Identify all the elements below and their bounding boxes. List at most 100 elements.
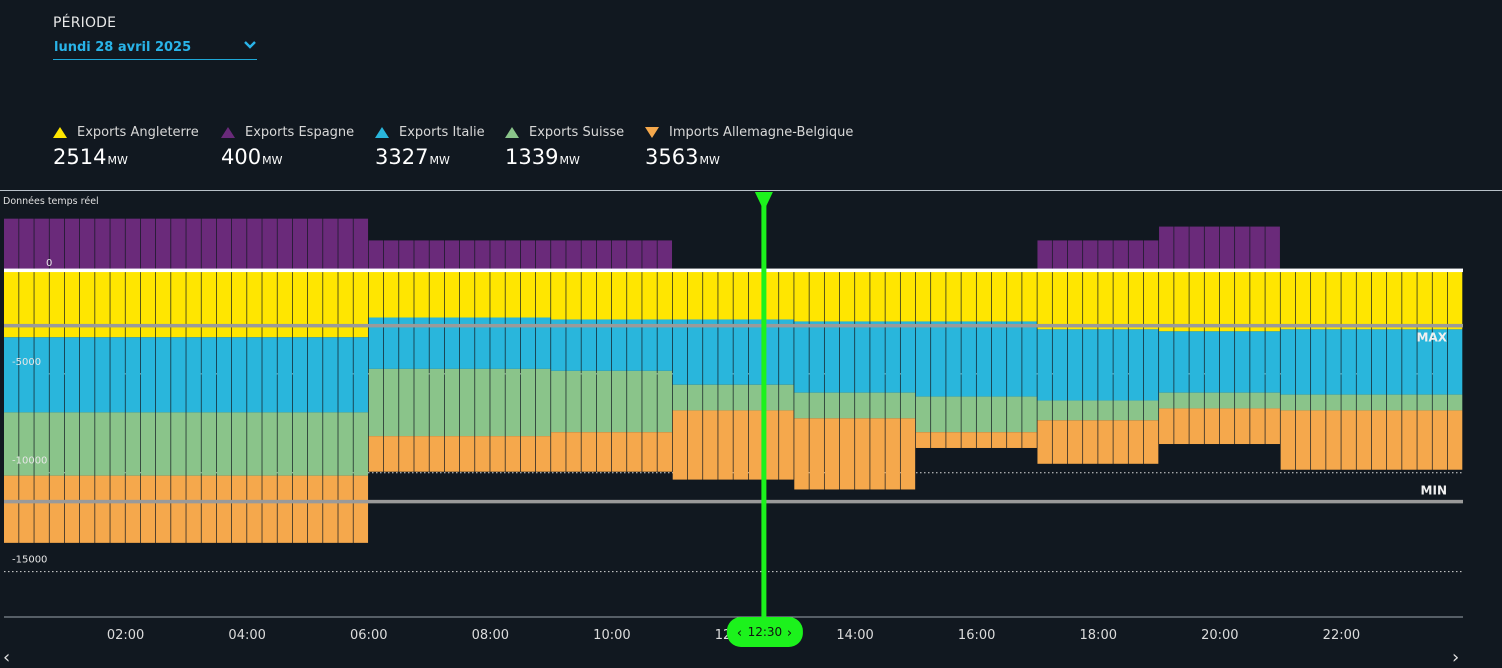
bar-angleterre — [551, 270, 566, 320]
bar-italie — [1417, 329, 1432, 395]
bar-import — [1052, 420, 1068, 464]
bar-italie — [125, 337, 141, 413]
next-arrow-icon[interactable]: › — [1452, 647, 1460, 668]
bar-italie — [383, 317, 399, 369]
y-tick-label: 0 — [46, 258, 52, 269]
bar-import — [1326, 410, 1341, 470]
bar-espagne — [1250, 226, 1265, 271]
reference-line — [4, 268, 1463, 273]
reference-label: MIN — [1421, 483, 1447, 497]
bar-suisse — [110, 412, 125, 476]
bar-italie — [414, 317, 429, 369]
bar-italie — [1037, 329, 1052, 401]
bar-angleterre — [611, 270, 627, 320]
bar-suisse — [338, 412, 353, 476]
bar-angleterre — [34, 270, 49, 338]
bar-import — [1356, 410, 1372, 470]
bar-import — [566, 432, 581, 472]
bar-import — [1447, 410, 1463, 470]
bar-espagne — [19, 218, 34, 271]
chevron-down-icon[interactable] — [243, 39, 257, 51]
bar-italie — [1219, 331, 1235, 393]
bar-suisse — [216, 412, 232, 476]
chevron-left-icon: ‹ — [737, 626, 742, 641]
bar-italie — [1052, 329, 1068, 401]
bar-espagne — [1052, 240, 1068, 271]
bar-angleterre — [414, 270, 429, 318]
bar-suisse — [657, 370, 673, 433]
bar-italie — [247, 337, 262, 413]
chevron-right-icon: › — [787, 626, 792, 641]
bar-italie — [809, 321, 824, 393]
bar-suisse — [1356, 394, 1372, 411]
bar-italie — [855, 321, 870, 393]
bar-angleterre — [1052, 270, 1068, 330]
bar-angleterre — [459, 270, 475, 318]
bar-italie — [201, 337, 217, 413]
bar-suisse — [1204, 392, 1220, 409]
bar-import — [79, 475, 95, 543]
bar-import — [34, 475, 49, 543]
bar-italie — [353, 337, 369, 413]
reference-line — [4, 323, 1463, 328]
bar-espagne — [201, 218, 217, 271]
bar-italie — [429, 317, 445, 369]
bar-italie — [1022, 321, 1037, 397]
bar-angleterre — [1295, 270, 1311, 330]
bar-angleterre — [596, 270, 612, 320]
bar-angleterre — [1371, 270, 1387, 330]
bar-espagne — [140, 218, 156, 271]
bar-espagne — [125, 218, 141, 271]
bar-suisse — [490, 368, 505, 437]
bar-angleterre — [1083, 270, 1098, 330]
exchange-chart: MAX MIN 0 -5000 -10000 -15000 02:00 04:00 06:00 0… — [4, 192, 1463, 647]
bar-suisse — [581, 370, 597, 433]
bar-import — [1067, 420, 1083, 464]
bar-espagne — [231, 218, 247, 271]
bar-angleterre — [1311, 270, 1326, 330]
bar-espagne — [64, 218, 80, 271]
bar-import — [1295, 410, 1311, 470]
period-select[interactable]: lundi 28 avril 2025 — [53, 37, 257, 60]
bar-italie — [323, 337, 338, 413]
bar-suisse — [353, 412, 369, 476]
bar-suisse — [976, 396, 992, 433]
bar-italie — [824, 321, 840, 393]
bar-angleterre — [4, 270, 19, 338]
bar-suisse — [809, 392, 824, 419]
bar-suisse — [368, 368, 384, 437]
bar-angleterre — [1402, 270, 1417, 330]
bar-angleterre — [794, 270, 809, 322]
bar-suisse — [961, 396, 976, 433]
legend-value: 3327 — [375, 145, 429, 169]
bar-suisse — [19, 412, 34, 476]
bar-italie — [1189, 331, 1204, 393]
legend-name: Imports Allemagne-Belgique — [669, 125, 854, 140]
bar-italie — [870, 321, 885, 393]
bar-import — [383, 436, 399, 472]
bar-espagne — [1113, 240, 1128, 271]
bar-angleterre — [809, 270, 824, 322]
previous-arrow-icon[interactable]: ‹ — [3, 647, 11, 668]
bar-espagne — [1265, 226, 1280, 271]
bar-italie — [733, 319, 748, 385]
bar-import — [1311, 410, 1326, 470]
bar-angleterre — [1067, 270, 1083, 330]
bar-italie — [1432, 329, 1448, 395]
bar-italie — [292, 337, 308, 413]
bar-suisse — [383, 368, 399, 437]
bar-espagne — [95, 218, 110, 271]
bar-suisse — [505, 368, 521, 437]
bar-espagne — [1235, 226, 1250, 271]
bar-suisse — [1037, 400, 1052, 421]
bar-import — [581, 432, 597, 472]
x-tick-label: 18:00 — [1080, 628, 1117, 643]
bar-angleterre — [1235, 270, 1250, 332]
bar-import — [855, 418, 870, 490]
bar-suisse — [687, 384, 703, 411]
bar-suisse — [323, 412, 338, 476]
bar-angleterre — [566, 270, 581, 320]
bar-import — [171, 475, 186, 543]
bar-italie — [110, 337, 125, 413]
bar-import — [110, 475, 125, 543]
